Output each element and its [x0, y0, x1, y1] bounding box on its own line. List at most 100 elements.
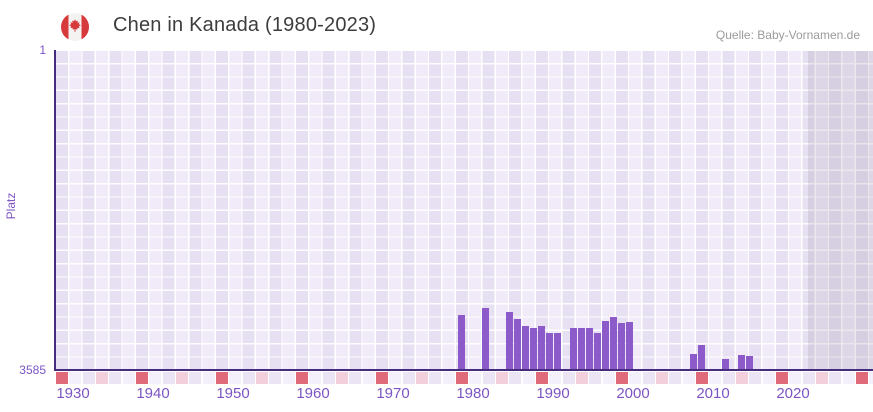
x-tick-label-2010: 2010: [696, 385, 730, 402]
strip-cell: [869, 371, 873, 384]
bar-1992[interactable]: [569, 327, 577, 369]
strip-cell: [642, 371, 655, 384]
strip-cell: [815, 371, 828, 384]
y-axis-tick-min: 3585: [19, 363, 46, 377]
strip-cell: [615, 371, 628, 384]
x-axis-tick-labels: 1930 1940 1950 1960 1970 1980 1990 2000 2010 2020: [0, 385, 873, 405]
bar-1985[interactable]: [513, 319, 521, 369]
strip-cell: [322, 371, 335, 384]
y-axis-title: Platz: [4, 192, 18, 220]
strip-cell: [122, 371, 135, 384]
strip-cell: [282, 371, 295, 384]
strip-cell: [682, 371, 695, 384]
x-tick-label-1940: 1940: [136, 385, 170, 402]
bar-1989[interactable]: [545, 333, 553, 369]
strip-cell: [749, 371, 762, 384]
strip-cell: [415, 371, 428, 384]
bar-1997[interactable]: [609, 317, 617, 369]
strip-cell: [229, 371, 242, 384]
strip-cell: [242, 371, 255, 384]
bar-2011[interactable]: [721, 358, 729, 369]
bar-2008[interactable]: [697, 345, 705, 369]
strip-cell: [455, 371, 468, 384]
strip-cell: [562, 371, 575, 384]
bar-1986[interactable]: [521, 325, 529, 369]
strip-cell: [82, 371, 95, 384]
maple-leaf-icon: [69, 19, 81, 32]
strip-cell: [402, 371, 415, 384]
strip-cell: [309, 371, 322, 384]
x-tick-label-1930: 1930: [56, 385, 90, 402]
canada-flag-icon: [61, 13, 89, 41]
bar-1999[interactable]: [625, 321, 633, 369]
strip-cell: [135, 371, 148, 384]
strip-cell: [175, 371, 188, 384]
strip-cell: [255, 371, 268, 384]
strip-cell: [335, 371, 348, 384]
strip-cell: [522, 371, 535, 384]
strip-cell: [762, 371, 775, 384]
strip-cell: [655, 371, 668, 384]
future-shaded-band: [808, 51, 873, 369]
strip-cell: [349, 371, 362, 384]
bar-2013[interactable]: [737, 355, 745, 369]
strip-cell: [575, 371, 588, 384]
chart-title: Chen in Kanada (1980-2023): [113, 14, 377, 36]
bar-1993[interactable]: [577, 327, 585, 369]
x-tick-label-1990: 1990: [536, 385, 570, 402]
y-axis-line: [54, 50, 56, 371]
strip-cell: [669, 371, 682, 384]
plot-area: [56, 51, 873, 369]
bar-1984[interactable]: [505, 312, 513, 369]
bar-1996[interactable]: [601, 320, 609, 369]
x-tick-label-1980: 1980: [456, 385, 490, 402]
strip-cell: [295, 371, 308, 384]
x-tick-label-2000: 2000: [616, 385, 650, 402]
strip-cell: [509, 371, 522, 384]
y-axis-tick-max: 1: [39, 43, 46, 57]
strip-cell: [735, 371, 748, 384]
bar-2007[interactable]: [689, 353, 697, 369]
strip-cell: [375, 371, 388, 384]
strip-cell: [482, 371, 495, 384]
strip-cell: [162, 371, 175, 384]
strip-cell: [202, 371, 215, 384]
strip-cell: [695, 371, 708, 384]
strip-cell: [95, 371, 108, 384]
x-tick-label-1970: 1970: [376, 385, 410, 402]
x-tick-label-1960: 1960: [296, 385, 330, 402]
bar-1990[interactable]: [553, 332, 561, 369]
strip-cell: [495, 371, 508, 384]
x-axis-line: [54, 369, 873, 371]
strip-cell: [602, 371, 615, 384]
strip-cell: [802, 371, 815, 384]
strip-cell: [269, 371, 282, 384]
strip-cell: [629, 371, 642, 384]
strip-cell: [842, 371, 855, 384]
bar-2014[interactable]: [745, 356, 753, 369]
bar-1998[interactable]: [617, 322, 625, 369]
strip-cell: [389, 371, 402, 384]
bar-1978[interactable]: [457, 314, 465, 369]
strip-cell: [109, 371, 122, 384]
strip-cell: [189, 371, 202, 384]
bars-layer: [56, 51, 873, 369]
bar-1988[interactable]: [537, 325, 545, 369]
axis-heat-strip: [56, 371, 873, 384]
strip-cell: [469, 371, 482, 384]
bar-1987[interactable]: [529, 328, 537, 369]
strip-cell: [215, 371, 228, 384]
source-attribution: Quelle: Baby-Vornamen.de: [715, 28, 860, 42]
strip-cell: [722, 371, 735, 384]
strip-cell: [709, 371, 722, 384]
strip-cell: [549, 371, 562, 384]
bar-1995[interactable]: [593, 333, 601, 369]
bar-1981[interactable]: [481, 308, 489, 369]
strip-cell: [429, 371, 442, 384]
strip-cell: [829, 371, 842, 384]
strip-cell: [775, 371, 788, 384]
strip-cell: [69, 371, 82, 384]
strip-cell: [789, 371, 802, 384]
bar-1994[interactable]: [585, 327, 593, 369]
